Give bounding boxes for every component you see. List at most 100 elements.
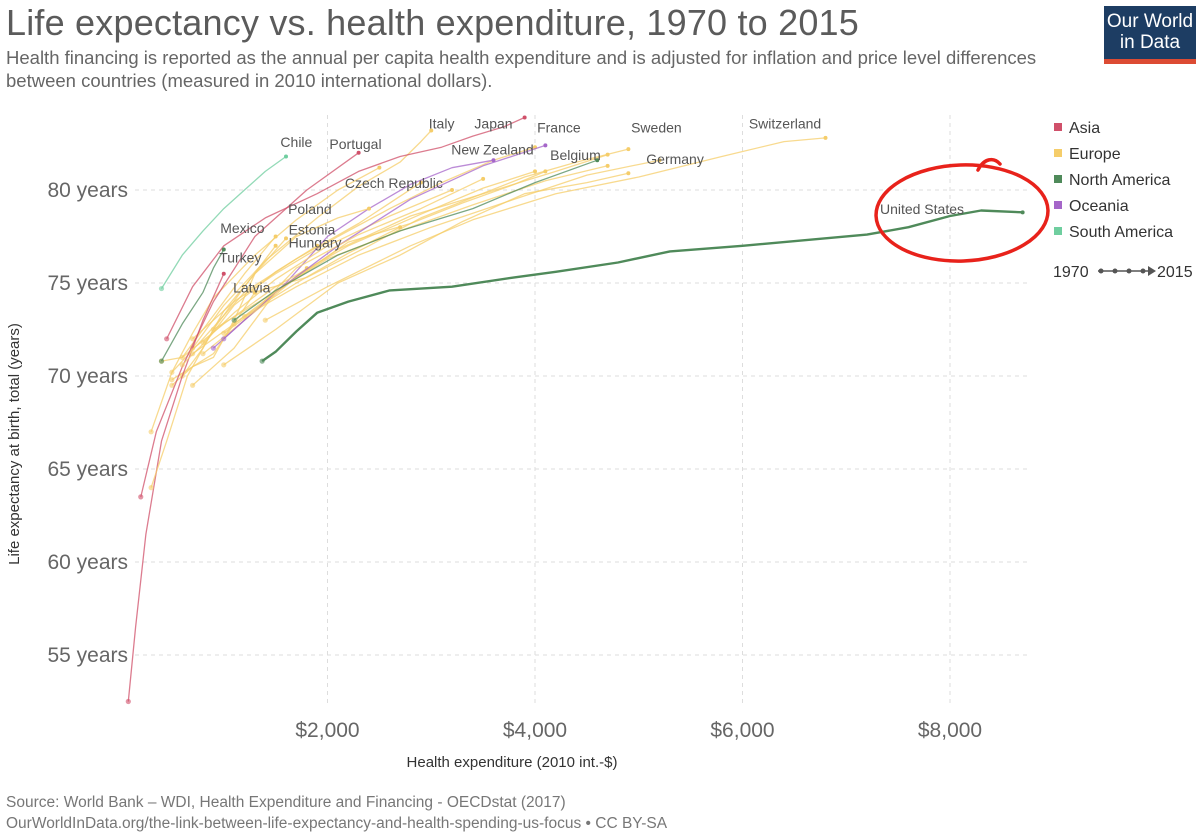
time-legend[interactable]: 1970 2015	[1053, 264, 1193, 281]
country-label: Latvia	[233, 279, 271, 295]
series-line-germany[interactable]	[223, 172, 629, 366]
source-url-license[interactable]: OurWorldInData.org/the-link-between-life…	[6, 815, 668, 832]
series-start-point	[200, 351, 206, 357]
series-line-united-states[interactable]	[261, 209, 1023, 363]
series-line-chile[interactable]	[160, 155, 287, 289]
series-start-point	[158, 358, 165, 364]
series-end-point	[491, 158, 496, 163]
country-label: United States	[880, 201, 964, 217]
y-tick-label: 65 years	[47, 458, 128, 481]
x-tick-label: $6,000	[710, 719, 774, 742]
country-label: Mexico	[220, 220, 265, 236]
series-line-country[interactable]	[223, 144, 546, 340]
legend-item-label[interactable]: North America	[1069, 172, 1170, 189]
series-end-point	[626, 171, 631, 176]
series-end-point	[356, 150, 361, 155]
country-label: Czech Republic	[345, 175, 443, 191]
series-line-country[interactable]	[150, 245, 277, 488]
series-end-point	[398, 225, 403, 230]
series-start-point	[179, 362, 185, 368]
series-line-italy[interactable]	[192, 130, 432, 349]
series-start-point	[179, 354, 185, 360]
series-start-point	[200, 339, 206, 346]
series-line-country[interactable]	[223, 178, 484, 334]
series-line-country[interactable]	[244, 159, 660, 318]
series-end-point	[377, 165, 382, 170]
series-start-point	[259, 358, 265, 364]
series-end-point	[657, 158, 662, 163]
series-start-point	[169, 377, 175, 383]
series-end-point	[605, 163, 610, 168]
series-start-point	[221, 336, 227, 342]
y-tick-label: 75 years	[47, 272, 128, 295]
series-start-point	[221, 362, 227, 368]
series-end-point	[429, 128, 434, 133]
x-axis-title: Health expenditure (2010 int.-$)	[407, 754, 618, 771]
series-end-point	[273, 234, 278, 239]
series-start-point	[210, 345, 216, 351]
series-line-poland[interactable]	[161, 236, 277, 362]
country-label: Turkey	[219, 250, 261, 266]
series-line-mexico[interactable]	[160, 249, 225, 362]
chart-subtitle: Health financing is reported as the annu…	[6, 47, 1037, 91]
series-line-country[interactable]	[192, 226, 401, 355]
y-tick-label: 55 years	[47, 644, 128, 667]
logo-text-line1: Our World	[1106, 11, 1194, 32]
time-legend-dot	[1112, 268, 1118, 274]
country-label: Chile	[280, 134, 312, 150]
series-line-switzerland[interactable]	[264, 137, 826, 321]
legend-item-label[interactable]: South America	[1069, 224, 1173, 241]
series-start-point	[262, 317, 268, 323]
legend-swatch	[1054, 123, 1062, 131]
country-label: Sweden	[631, 119, 682, 135]
legend-item-label[interactable]: Oceania	[1069, 198, 1129, 215]
source-text: Source: World Bank – WDI, Health Expendi…	[6, 794, 566, 811]
series-end-point	[533, 169, 537, 174]
legend[interactable]: Asia Europe North America Oceania South Amer…	[1054, 120, 1173, 241]
legend-item-label[interactable]: Asia	[1069, 120, 1100, 137]
series-line-country[interactable]	[202, 189, 453, 343]
series-end-point	[626, 147, 631, 152]
owid-logo[interactable]: Our World in Data	[1104, 6, 1196, 64]
united-states-annotation-circle	[874, 163, 1050, 263]
series-line-country[interactable]	[233, 159, 598, 321]
legend-swatch	[1054, 175, 1062, 183]
series-line-japan[interactable]	[166, 116, 525, 340]
time-legend-start: 1970	[1053, 264, 1089, 281]
series-start-point	[221, 330, 227, 336]
time-legend-arrowhead	[1148, 266, 1156, 276]
series-line-turkey[interactable]	[127, 273, 225, 702]
legend-item-label[interactable]: Europe	[1069, 146, 1121, 163]
y-axis-title: Life expectancy at birth, total (years)	[6, 323, 23, 565]
time-legend-dot	[1098, 268, 1104, 274]
series-line-country[interactable]	[233, 154, 608, 325]
y-tick-label: 70 years	[47, 365, 128, 388]
country-label: Italy	[429, 116, 455, 132]
country-label: Portugal	[329, 136, 381, 152]
series-start-point	[190, 336, 196, 342]
annotation-tail	[976, 157, 1002, 172]
series-start-point	[158, 285, 165, 292]
time-legend-end: 2015	[1157, 264, 1193, 281]
series-start-point	[148, 485, 154, 491]
country-label: Hungary	[289, 235, 342, 251]
series-end-point	[595, 158, 600, 163]
series-end-point	[605, 152, 610, 157]
series-start-point	[231, 317, 237, 323]
country-label: New Zealand	[451, 142, 534, 158]
y-tick-label: 80 years	[47, 179, 128, 202]
country-label: France	[537, 119, 581, 135]
series-line-sweden[interactable]	[254, 148, 629, 293]
series-start-point	[125, 698, 131, 705]
series-end-point	[481, 176, 486, 181]
chart-title: Life expectancy vs. health expenditure, …	[6, 2, 859, 43]
country-label-layer: Chile Portugal Italy Japan France Sweden Switz…	[219, 116, 964, 296]
series-line-country[interactable]	[181, 245, 318, 366]
legend-swatch	[1054, 149, 1062, 157]
legend-swatch	[1054, 201, 1062, 209]
series-line-country[interactable]	[140, 152, 359, 498]
country-label: Japan	[474, 116, 512, 132]
series-end-point	[252, 290, 257, 295]
source-footer: Source: World Bank – WDI, Health Expendi…	[6, 792, 667, 834]
series-line-portugal[interactable]	[150, 167, 380, 433]
